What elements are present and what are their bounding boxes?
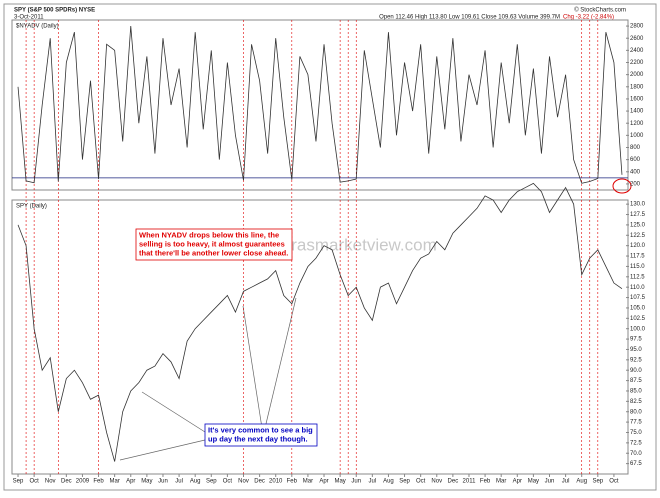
source: © StockCharts.com [574,7,626,14]
y-tick-label: 70.0 [630,451,642,457]
x-tick-label: Sep [206,479,217,485]
x-tick-label: Mar [109,479,119,485]
y-tick-label: 115.0 [630,264,645,270]
y-tick-label: 90.0 [630,368,642,374]
y-tick-label: 80.0 [630,409,642,415]
y-tick-label: 122.5 [630,233,646,239]
y-tick-label: 120.0 [630,243,646,249]
x-tick-label: 2010 [269,479,283,485]
annotation-text: selling is too heavy, it almost guarante… [139,239,285,248]
y-tick-label: 100.0 [630,326,646,332]
x-tick-label: Jul [369,479,377,485]
x-tick-label: Apr [513,479,522,485]
y-tick-label: 72.5 [630,440,642,446]
y-tick-label: 117.5 [630,254,645,260]
y-tick-label: 1200 [630,121,644,127]
annotation-text: It's very common to see a big [208,425,313,434]
y-tick-label: 125.0 [630,222,646,228]
y-tick-label: 2200 [630,60,644,66]
y-tick-label: 97.5 [630,337,642,343]
x-tick-label: 2011 [463,479,477,485]
y-tick-label: 1600 [630,97,644,103]
x-tick-label: Jun [545,479,555,485]
y-tick-label: 400 [630,169,641,175]
y-tick-label: 102.5 [630,316,646,322]
y-tick-label: 92.5 [630,357,642,363]
y-tick-label: 600 [630,157,641,163]
y-tick-label: 130.0 [630,202,646,208]
x-tick-label: Aug [190,479,201,485]
annotation-text: up day the next day though. [208,434,308,443]
x-tick-label: Aug [576,479,587,485]
quote: Open 112.46 High 113.80 Low 109.61 Close… [379,15,560,21]
annotation-box [204,423,318,447]
x-tick-label: Nov [431,479,442,485]
symbol: SPY (S&P 500 SPDRs) NYSE [14,8,95,14]
annotation-text: When NYADV drops below this line, the [139,230,279,239]
x-tick-label: Apr [126,479,135,485]
y-tick-label: 95.0 [630,347,642,353]
y-tick-label: 77.5 [630,420,642,426]
x-tick-label: Sep [13,479,24,485]
x-tick-label: May [334,479,345,485]
y-tick-label: 112.5 [630,274,645,280]
x-tick-label: Dec [254,479,265,485]
x-tick-label: Nov [45,479,56,485]
x-tick-label: Sep [592,479,603,485]
x-tick-label: Oct [416,479,426,485]
date: 3-Oct-2011 [14,15,44,21]
x-tick-label: Aug [383,479,394,485]
x-tick-label: Oct [223,479,233,485]
y-tick-label: 1000 [630,133,644,139]
panel-frame [11,19,629,191]
series-line [17,182,623,462]
x-tick-label: Oct [29,479,39,485]
x-tick-label: Apr [319,479,328,485]
change: Chg -3.22 (-2.84%) [563,15,614,21]
series-line [17,26,623,184]
y-tick-label: 127.5 [630,212,646,218]
x-tick-label: Feb [93,479,104,485]
x-tick-label: Feb [480,479,491,485]
y-tick-label: 87.5 [630,378,642,384]
legend: SPY (Daily) [16,204,47,210]
y-tick-label: 200 [630,182,641,188]
y-tick-label: 107.5 [630,295,646,301]
y-tick-label: 85.0 [630,389,642,395]
x-tick-label: Oct [609,479,619,485]
annotation-box [135,228,293,261]
y-tick-label: 800 [630,145,641,151]
x-tick-label: Jun [158,479,168,485]
highlight-circle [612,178,632,194]
y-tick-label: 82.5 [630,399,642,405]
y-tick-label: 1800 [630,84,644,90]
x-tick-label: May [141,479,152,485]
x-tick-label: Mar [496,479,506,485]
y-tick-label: 75.0 [630,430,642,436]
y-tick-label: 1400 [630,109,644,115]
y-tick-label: 67.5 [630,461,642,467]
x-tick-label: Jul [175,479,183,485]
annotation-text: that there'll be another lower close ahe… [139,248,288,257]
y-tick-label: 2600 [630,36,644,42]
panel-frame [11,199,629,475]
annotation-arrows [119,297,297,461]
x-tick-label: Dec [448,479,459,485]
x-tick-label: Feb [287,479,298,485]
y-tick-label: 2400 [630,48,644,54]
x-tick-label: May [528,479,539,485]
x-tick-label: Nov [238,479,249,485]
x-tick-label: Jul [562,479,570,485]
x-tick-label: Sep [399,479,410,485]
legend: $NYADV (Daily) [16,24,59,30]
x-tick-label: Dec [61,479,72,485]
y-tick-label: 2000 [630,72,644,78]
x-tick-label: 2009 [76,479,90,485]
x-tick-label: Mar [303,479,313,485]
y-tick-label: 2800 [630,24,644,30]
y-tick-label: 105.0 [630,306,646,312]
y-tick-label: 110.0 [630,285,645,291]
x-tick-label: Jun [351,479,361,485]
